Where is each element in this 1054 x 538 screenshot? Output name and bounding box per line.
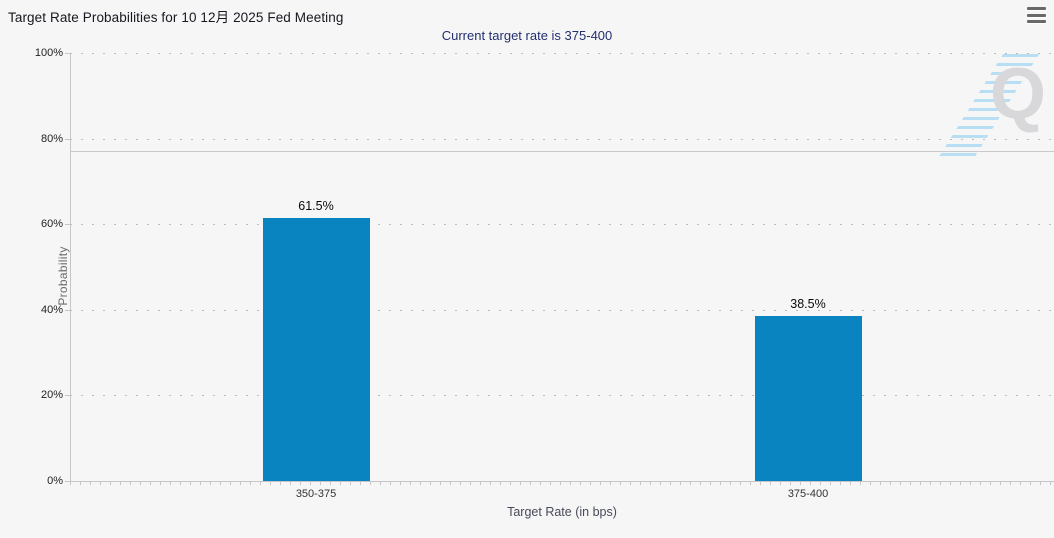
x-axis-title: Target Rate (in bps) — [507, 505, 617, 519]
y-axis-tick — [65, 53, 70, 54]
y-tick-label: 40% — [40, 303, 63, 316]
y-tick-label: 80% — [40, 132, 63, 145]
y-axis-line — [70, 53, 71, 481]
reference-line — [70, 151, 1054, 153]
x-tick-label: 350-375 — [295, 488, 337, 500]
y-tick-label: 60% — [40, 218, 63, 231]
gridline-20% — [70, 395, 1054, 397]
gridline-100% — [70, 53, 1054, 54]
y-axis-tick — [65, 224, 70, 226]
gridline-80% — [70, 138, 1054, 140]
bar-value-label: 38.5% — [790, 297, 826, 312]
chart-title: Target Rate Probabilities for 10 12月 202… — [8, 10, 344, 25]
y-axis-tick — [65, 138, 70, 140]
y-axis-title: Probability — [56, 246, 70, 306]
x-axis-minor-ticks — [70, 482, 1054, 485]
y-axis-tick — [65, 395, 70, 397]
chart-subtitle: Current target rate is 375-400 — [441, 28, 613, 43]
hamburger-menu-icon[interactable] — [1027, 7, 1046, 23]
gridline-40% — [70, 309, 1054, 311]
bar-value-label: 61.5% — [298, 198, 334, 213]
hamburger-bar — [1027, 20, 1046, 23]
gridline-60% — [70, 224, 1054, 226]
x-axis-line — [70, 481, 1054, 482]
y-tick-label: 20% — [40, 389, 63, 402]
y-tick-label: 100% — [34, 47, 63, 59]
y-axis-tick — [65, 309, 70, 311]
hamburger-bar — [1027, 13, 1046, 17]
bar-350-375 — [262, 217, 370, 481]
y-tick-label: 0% — [47, 475, 63, 487]
hamburger-bar — [1027, 7, 1046, 10]
x-tick-label: 375-400 — [787, 488, 829, 500]
y-axis-tick — [65, 481, 70, 482]
bar-375-400 — [754, 316, 862, 481]
plot-area: 0% 20% 40% 60% 80% 100% 61.5% 350-375 38.5% 375-4… — [35, 47, 1054, 519]
